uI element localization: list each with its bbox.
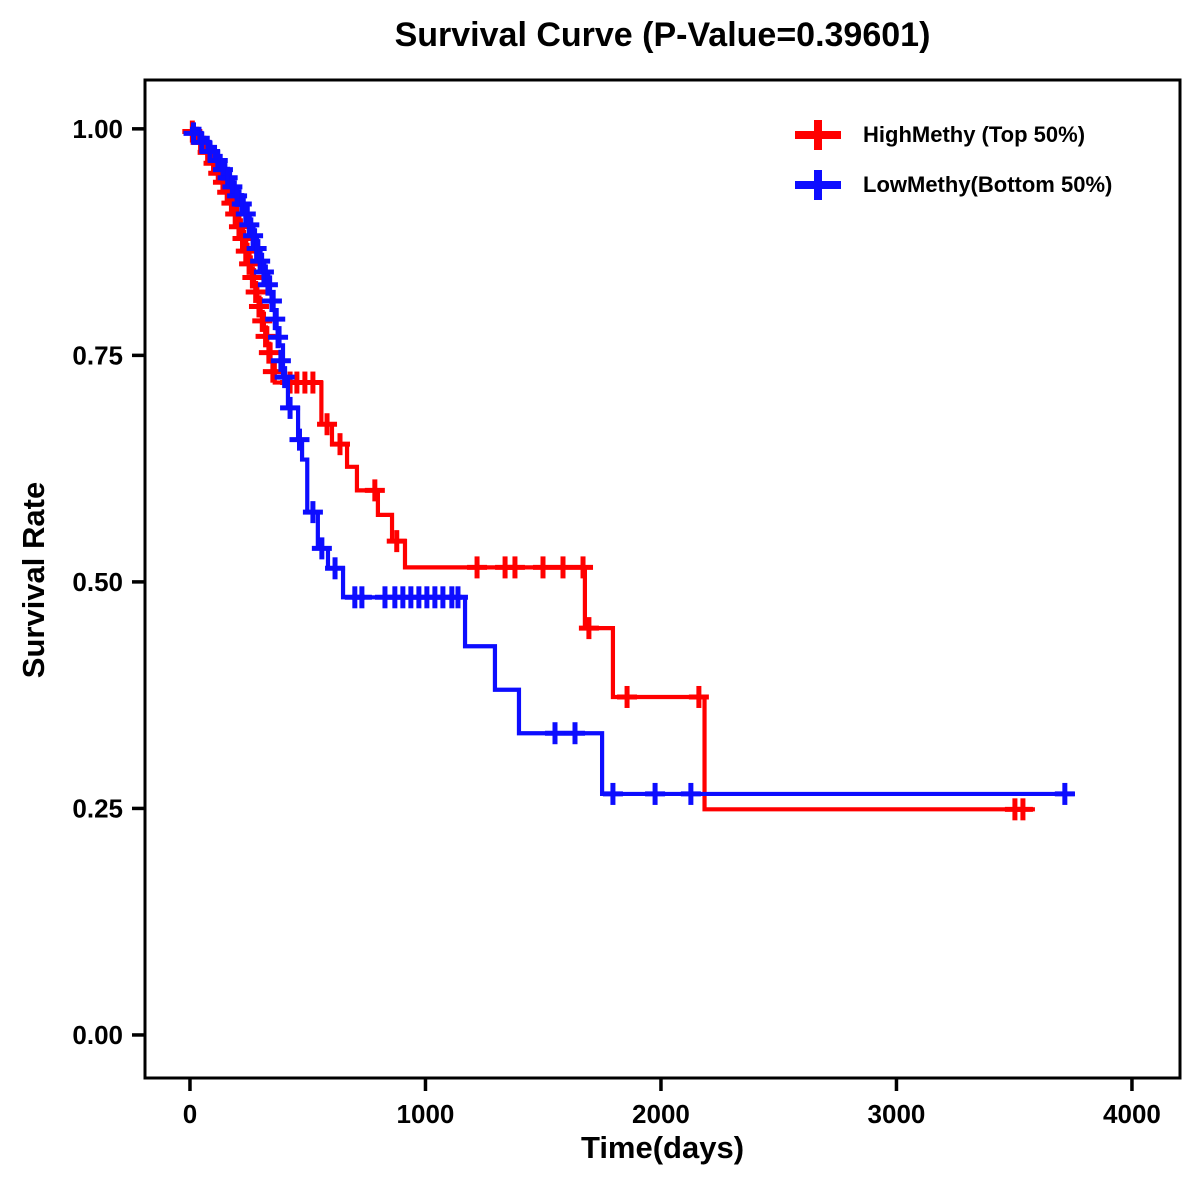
x-tick-label: 2000	[632, 1099, 690, 1129]
y-tick-label: 1.00	[72, 114, 123, 144]
censor-plus-icon	[795, 120, 841, 150]
legend-label-lowmethy: LowMethy(Bottom 50%)	[863, 172, 1113, 197]
chart-title: Survival Curve (P-Value=0.39601)	[394, 16, 931, 54]
y-axis-label: Survival Rate	[16, 481, 51, 679]
survival-curve-lowmethy	[189, 126, 1075, 797]
legend-item-highmethy: HighMethy (Top 50%)	[793, 110, 1112, 160]
plot-frame	[143, 78, 1182, 1080]
x-tick-label: 0	[183, 1099, 197, 1129]
censor-plus-icon	[795, 170, 841, 200]
x-tick-label: 3000	[868, 1099, 926, 1129]
y-tick-label: 0.25	[72, 793, 123, 823]
y-tick-label: 0.50	[72, 567, 123, 597]
legend: HighMethy (Top 50%) LowMethy(Bottom 50%)	[793, 110, 1112, 210]
legend-label-highmethy: HighMethy (Top 50%)	[863, 122, 1086, 147]
legend-item-lowmethy: LowMethy(Bottom 50%)	[793, 160, 1112, 210]
x-axis-label: Time(days)	[580, 1130, 745, 1165]
y-tick-label: 0.00	[72, 1020, 123, 1050]
x-tick-label: 4000	[1103, 1099, 1161, 1129]
y-tick-label: 0.75	[72, 340, 123, 370]
survival-curve-highmethy	[189, 126, 1035, 812]
x-tick-label: 1000	[397, 1099, 455, 1129]
